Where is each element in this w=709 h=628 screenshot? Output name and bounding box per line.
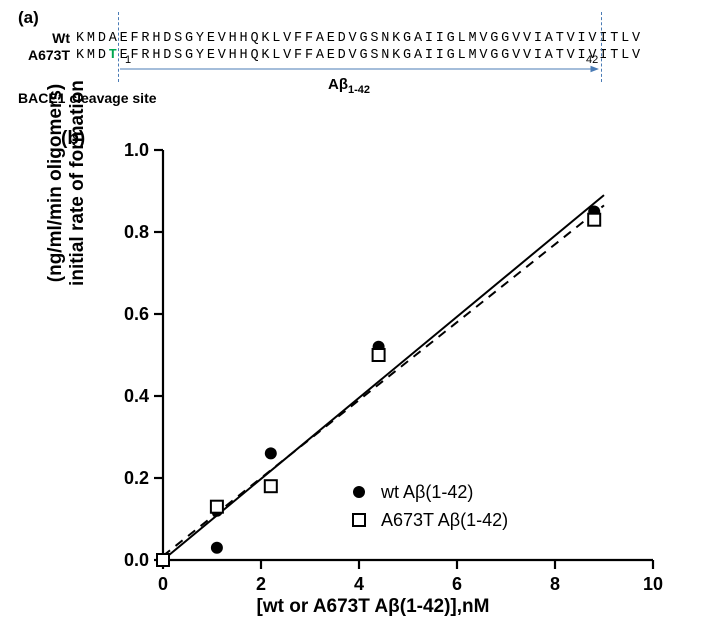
chart-svg: 0 2 4 6 8 10 0.0 0.2 0.4 0.6 0.8 1.0 [48, 128, 688, 623]
panel-a-label: (a) [18, 8, 39, 27]
ab-range-arrow [118, 51, 604, 75]
legend-row-wt: wt Aβ(1-42) [343, 478, 508, 506]
svg-text:0: 0 [158, 574, 168, 594]
svg-text:6: 6 [452, 574, 462, 594]
legend: wt Aβ(1-42) A673T Aβ(1-42) [343, 478, 508, 534]
svg-text:8: 8 [550, 574, 560, 594]
svg-text:0.4: 0.4 [124, 386, 149, 406]
panel-b-container: (b) 02468100.00.20.40.60.81.0 (ng/ml/min… [48, 128, 688, 623]
legend-label-a673t: A673T Aβ(1-42) [381, 510, 508, 531]
svg-text:4: 4 [354, 574, 364, 594]
svg-text:0.0: 0.0 [124, 550, 149, 570]
x-axis-label: [wt or A673T Aβ(1-42)],nM [163, 596, 583, 618]
svg-text:0.6: 0.6 [124, 304, 149, 324]
seq-wt: KMDAEFRHDSGYEVHHQKLVFFAEDVGSNKGAIIGLMVGG… [76, 31, 643, 46]
ab-range-label: Aβ1-42 [328, 76, 370, 96]
legend-marker-a673t [343, 512, 375, 528]
svg-text:0.2: 0.2 [124, 468, 149, 488]
legend-row-a673t: A673T Aβ(1-42) [343, 506, 508, 534]
legend-label-wt: wt Aβ(1-42) [381, 482, 473, 503]
panel-a-container: (a) Wt KMDAEFRHDSGYEVHHQKLVFFAEDVGSNKGAI… [18, 8, 688, 63]
legend-marker-wt [343, 484, 375, 500]
svg-text:10: 10 [643, 574, 663, 594]
svg-text:1.0: 1.0 [124, 140, 149, 160]
svg-text:0.8: 0.8 [124, 222, 149, 242]
y-axis-label: (ng/ml/min oligomers) initial rate of fo… [45, 0, 89, 373]
svg-text:2: 2 [256, 574, 266, 594]
